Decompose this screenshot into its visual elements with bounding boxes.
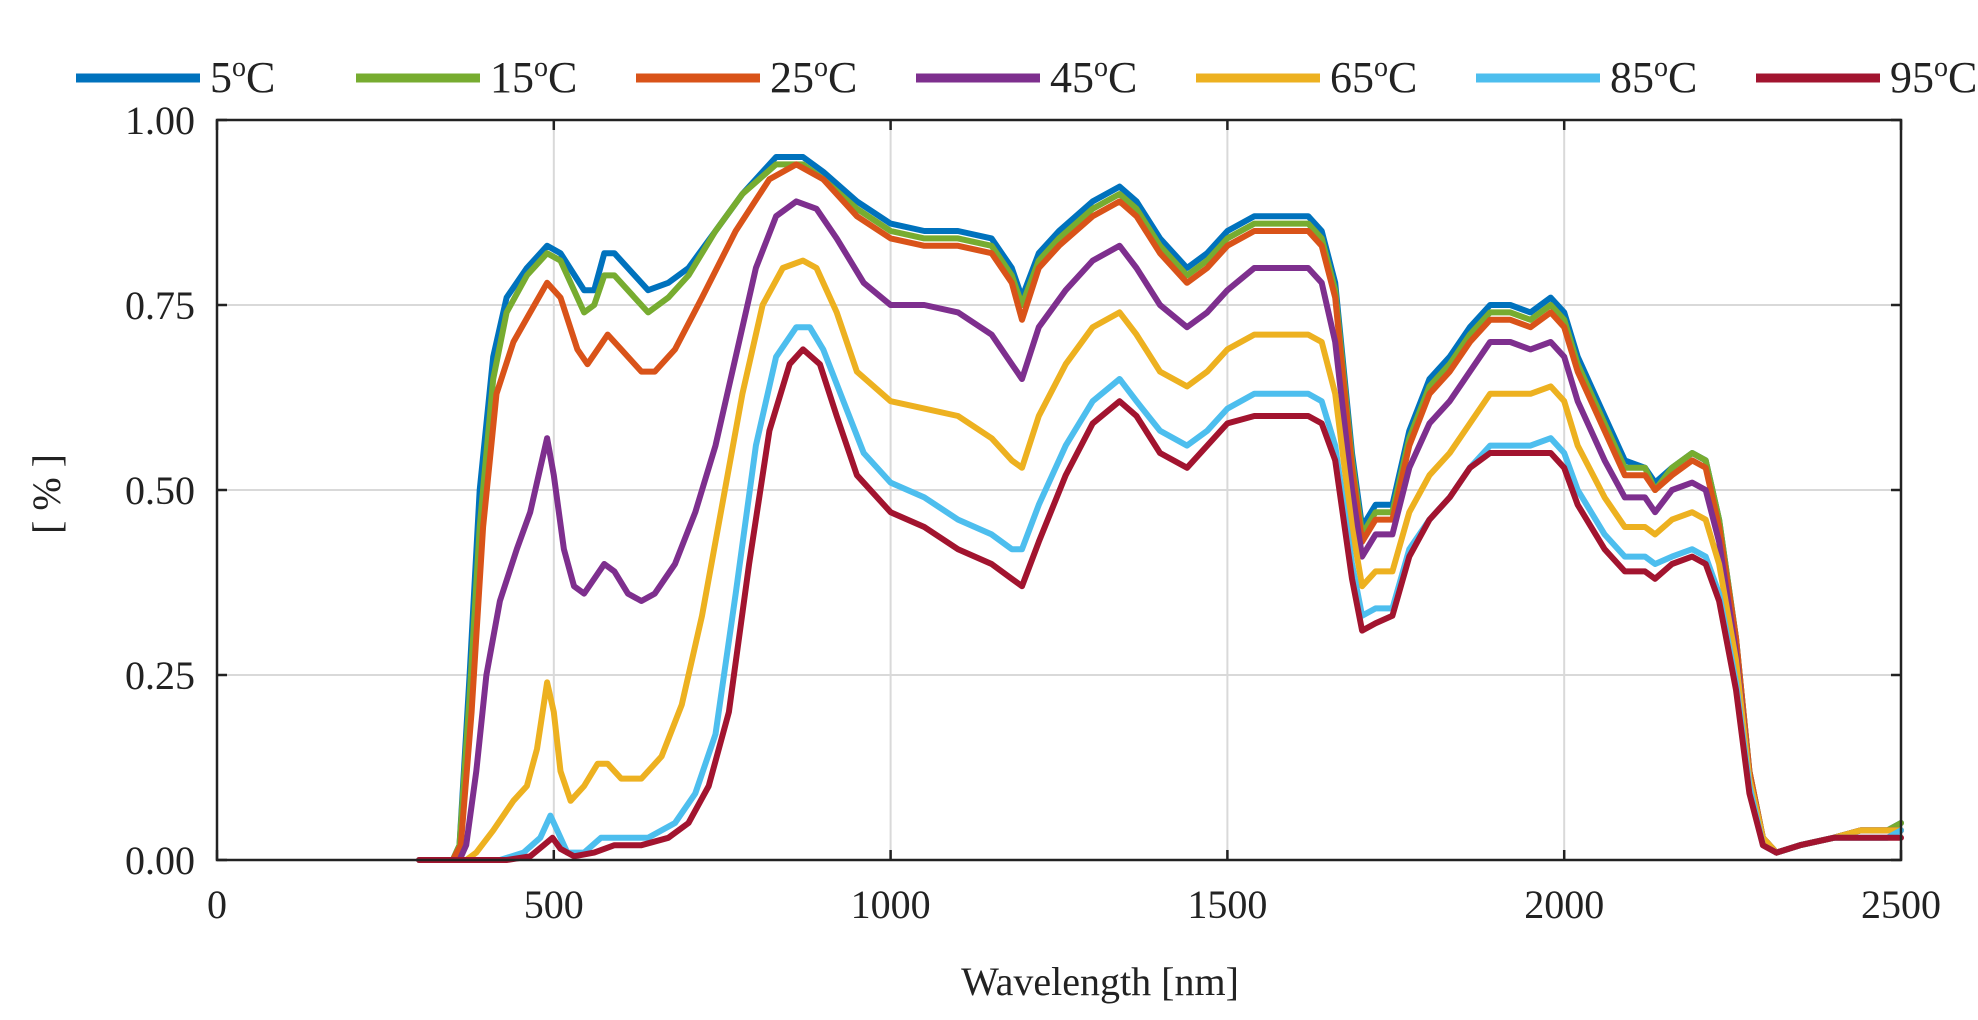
series-line-45c xyxy=(416,198,1904,863)
x-tick-label: 2000 xyxy=(1524,882,1604,927)
y-tick-label: 0.25 xyxy=(125,653,195,698)
y-tick-label: 0.50 xyxy=(125,468,195,513)
y-tick-label: 1.00 xyxy=(125,98,195,143)
series-lines xyxy=(416,154,1904,863)
y-tick-label: 0.75 xyxy=(125,283,195,328)
x-axis-title: Wavelength [nm] xyxy=(961,959,1239,1004)
x-tick-label: 0 xyxy=(207,882,227,927)
legend-label-15c: 15oC xyxy=(490,52,577,102)
legend-label-5c: 5oC xyxy=(210,52,275,102)
series-line-95c xyxy=(416,346,1904,863)
legend-label-65c: 65oC xyxy=(1330,52,1417,102)
legend-label-85c: 85oC xyxy=(1610,52,1697,102)
series-line-15c xyxy=(416,161,1904,863)
x-tick-label: 500 xyxy=(524,882,584,927)
legend: 5oC 15oC 25oC 45oC 65oC 85oC 95oC xyxy=(76,52,1977,102)
series-line-65c xyxy=(416,257,1904,863)
legend-label-45c: 45oC xyxy=(1050,52,1137,102)
y-tick-label: 0.00 xyxy=(125,838,195,883)
series-line-25c xyxy=(416,161,1904,863)
legend-label-95c: 95oC xyxy=(1890,52,1977,102)
x-tick-label: 2500 xyxy=(1861,882,1941,927)
series-line-85c xyxy=(416,324,1904,863)
x-tick-label: 1500 xyxy=(1187,882,1267,927)
series-line-5c xyxy=(416,154,1904,863)
x-tick-label: 1000 xyxy=(851,882,931,927)
legend-label-25c: 25oC xyxy=(770,52,857,102)
y-axis-title: [ % ] xyxy=(24,454,69,534)
axis-ticks: 0 500 1000 1500 2000 2500 0.00 0.25 0.50 0.75 1.00 xyxy=(125,98,1941,927)
